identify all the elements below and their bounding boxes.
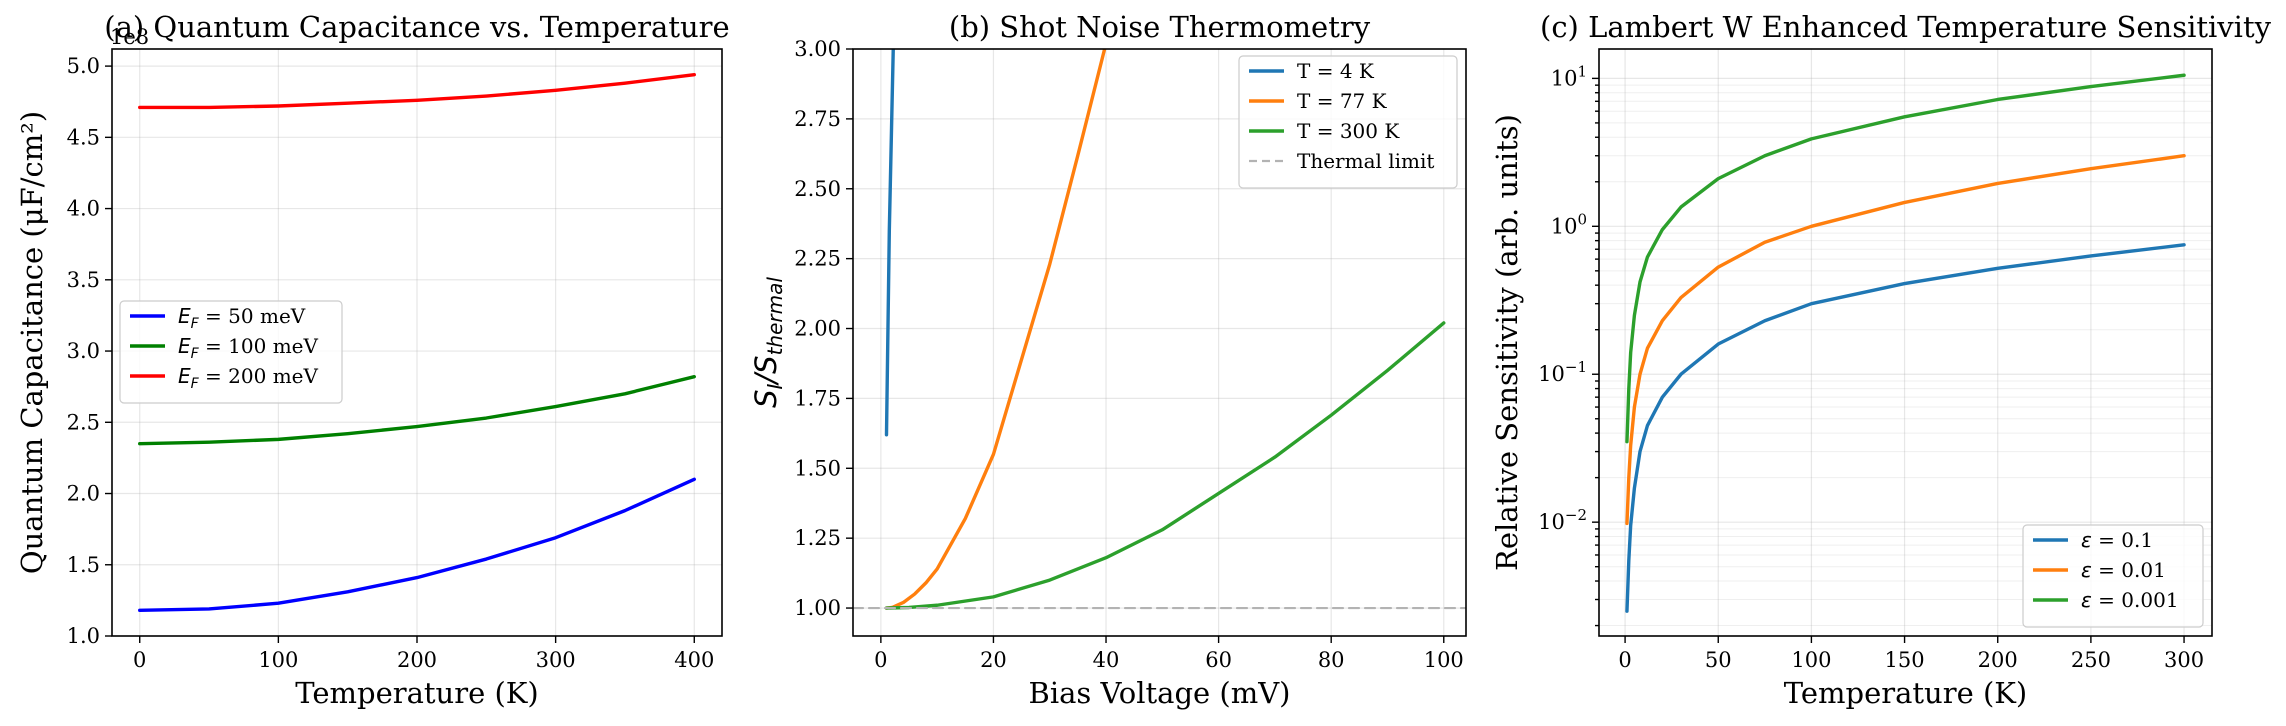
x-tick-label: 50 bbox=[1705, 648, 1732, 672]
y-tick-label: 1.00 bbox=[794, 596, 841, 620]
legend-label: ε = 0.001 bbox=[2081, 588, 2179, 612]
y-tick-label: 2.5 bbox=[67, 410, 100, 434]
x-tick-label: 100 bbox=[1424, 648, 1464, 672]
legend: T = 4 K T = 77 K T = 300 K Thermal limit bbox=[1238, 55, 1458, 189]
x-tick-label: 200 bbox=[1978, 648, 2018, 672]
x-tick-label: 400 bbox=[674, 648, 714, 672]
series-line-2 bbox=[138, 374, 696, 446]
x-tick-label: 300 bbox=[536, 648, 576, 672]
legend: ε = 0.1 ε = 0.01 ε = 0.001 bbox=[2022, 524, 2204, 628]
y-tick-label: 2.75 bbox=[794, 107, 841, 131]
legend-label: ε = 0.01 bbox=[2081, 558, 2166, 582]
y-axis-label: Quantum Capacitance (μF/cm²) bbox=[15, 111, 49, 574]
series-group bbox=[1625, 73, 2186, 613]
y-tick-label: 100 bbox=[1551, 210, 1587, 238]
x-tick-label: 20 bbox=[980, 648, 1007, 672]
panel-a: 0 100 200 300 400 1.0 1.5 2.0 2.5 3.0 3.5 4.0 4.5 5.0… bbox=[15, 10, 730, 710]
x-tick-label: 250 bbox=[2071, 648, 2111, 672]
x-axis-label: Bias Voltage (mV) bbox=[1029, 676, 1291, 710]
y-tick-label: 3.0 bbox=[67, 339, 100, 363]
legend-label: T = 4 K bbox=[1297, 59, 1375, 83]
legend-label: Thermal limit bbox=[1297, 149, 1434, 173]
x-axis-label: Temperature (K) bbox=[1784, 676, 2028, 710]
x-tick-label: 0 bbox=[1618, 648, 1631, 672]
y-tick-label: 5.0 bbox=[67, 54, 100, 78]
x-tick-label: 60 bbox=[1205, 648, 1232, 672]
y-tick-label: 2.00 bbox=[794, 317, 841, 341]
y-tick-label: 1.0 bbox=[67, 624, 100, 648]
y-tick-label: 2.25 bbox=[794, 247, 841, 271]
legend-label: EF = 200 meV bbox=[178, 364, 319, 392]
y-axis-label: Relative Sensitivity (arb. units) bbox=[1490, 114, 1524, 571]
series-line-3 bbox=[1625, 73, 2186, 444]
series-group bbox=[138, 72, 696, 613]
panel-b: 0 20 40 60 80 100 1.00 1.25 1.50 1.75 2.00 2.25 2.50… bbox=[749, 10, 1467, 710]
x-tick-label: 100 bbox=[1791, 648, 1831, 672]
y-tick-label: 10−2 bbox=[1538, 506, 1587, 534]
series-line-1 bbox=[138, 477, 696, 613]
y-axis-label: SI/Sthermal bbox=[749, 277, 787, 408]
y-tick-label: 2.50 bbox=[794, 177, 841, 201]
x-tick-label: 80 bbox=[1318, 648, 1345, 672]
x-tick-label: 300 bbox=[2164, 648, 2204, 672]
y-tick-label: 101 bbox=[1551, 62, 1587, 90]
chart-title: (a) Quantum Capacitance vs. Temperature bbox=[104, 10, 729, 44]
x-axis-label: Temperature (K) bbox=[295, 676, 539, 710]
y-tick-label: 3.5 bbox=[67, 268, 100, 292]
y-tick-label: 2.0 bbox=[67, 482, 100, 506]
x-tick-label: 0 bbox=[133, 648, 146, 672]
y-tick-label: 4.0 bbox=[67, 197, 100, 221]
series-line-3 bbox=[884, 321, 1446, 610]
y-tick-label: 3.00 bbox=[794, 37, 841, 61]
x-tick-label: 40 bbox=[1093, 648, 1120, 672]
y-tick-label: 4.5 bbox=[67, 125, 100, 149]
x-tick-label: 100 bbox=[258, 648, 298, 672]
y-offset-text: 1e8 bbox=[110, 25, 149, 49]
y-tick-label: 1.5 bbox=[67, 553, 100, 577]
series-group bbox=[853, 49, 1466, 610]
x-tick-label: 0 bbox=[874, 648, 887, 672]
series-line-1 bbox=[1625, 243, 2186, 613]
series-line-1 bbox=[884, 49, 895, 437]
y-tick-label: 1.50 bbox=[794, 456, 841, 480]
y-tick-label: 1.25 bbox=[794, 526, 841, 550]
legend-label: EF = 50 meV bbox=[178, 304, 306, 332]
y-tick-label: 10−1 bbox=[1538, 358, 1587, 386]
y-tick-label: 1.75 bbox=[794, 386, 841, 410]
panel-c: 0 50 100 150 200 250 300 10−2 10−1 100 101 (c) Lamb… bbox=[1490, 10, 2272, 710]
legend-label: EF = 100 meV bbox=[178, 334, 319, 362]
x-tick-label: 200 bbox=[397, 648, 437, 672]
legend-label: T = 300 K bbox=[1297, 119, 1400, 143]
chart-title: (b) Shot Noise Thermometry bbox=[949, 10, 1371, 44]
legend-label: T = 77 K bbox=[1297, 89, 1388, 113]
chart-title: (c) Lambert W Enhanced Temperature Sensi… bbox=[1540, 10, 2272, 44]
legend-box bbox=[1238, 55, 1458, 189]
series-line-2 bbox=[884, 49, 1107, 610]
x-tick-label: 150 bbox=[1885, 648, 1925, 672]
series-line-2 bbox=[1625, 154, 2186, 526]
series-line-3 bbox=[138, 72, 696, 110]
axes-frame bbox=[852, 48, 1467, 637]
legend-label: ε = 0.1 bbox=[2081, 528, 2153, 552]
legend-box bbox=[119, 300, 343, 404]
axes-frame bbox=[1598, 48, 2213, 637]
